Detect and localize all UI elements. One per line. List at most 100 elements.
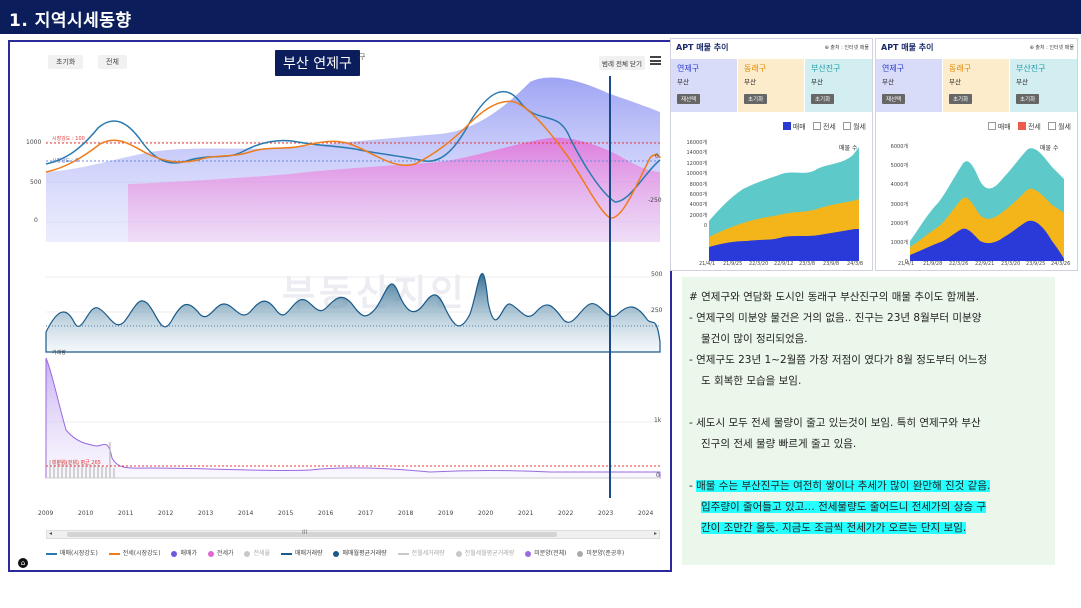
year-tick: 2017 — [358, 510, 374, 517]
legend-label: 전월세거래량 — [411, 550, 445, 557]
legend-item[interactable]: 전세(시장강도) — [108, 548, 161, 557]
note-line: - 연제구도 23년 1~2월쯤 가장 저점이 였다가 8월 정도부터 어느정 — [689, 354, 988, 366]
scroll-left-icon[interactable]: ◂ — [49, 530, 53, 537]
timeline-scrollbar[interactable]: ◂ III ▸ — [46, 529, 660, 539]
unsold-avg-label: 미분양(전체) 평균 265 — [52, 460, 101, 466]
scroll-right-icon[interactable]: ▸ — [653, 530, 657, 537]
legend-item[interactable]: 미분양(준공후) — [577, 548, 624, 557]
card-source: ⊕ 출처 : 인터넷 매물 — [1029, 45, 1074, 51]
checkbox-icon[interactable] — [1017, 122, 1026, 130]
x-tick: 22/9/12 — [774, 261, 794, 267]
section-title: 1. 지역시세동향 — [9, 11, 132, 31]
left-axis-tick: 500 — [30, 179, 42, 186]
reset-button[interactable]: 초기화 — [744, 94, 768, 104]
legend-monthly[interactable]: 월세 — [843, 122, 866, 131]
checkbox-icon[interactable] — [782, 122, 791, 130]
reselect-button[interactable]: 재선택 — [882, 94, 906, 104]
stacked-area-chart — [910, 148, 1064, 261]
legend-label: 매매 — [997, 123, 1011, 131]
checkbox-icon[interactable] — [1048, 122, 1057, 130]
legend-toggle-button[interactable]: 범례 전체 닫기 — [599, 56, 646, 70]
jeonse-market-strength-line — [45, 100, 661, 219]
legend-item[interactable]: 매매가 — [171, 548, 197, 557]
legend-sale[interactable]: 매매 — [782, 122, 806, 131]
legend-jeonse[interactable]: 전세 — [1017, 122, 1041, 131]
legend-monthly[interactable]: 월세 — [1048, 122, 1071, 131]
x-tick: 22/9/21 — [975, 261, 995, 267]
listing-type-legend: 매매 전세 월세 — [983, 122, 1071, 132]
x-tick: 23/3/8 — [799, 261, 816, 267]
home-icon[interactable]: ⌂ — [18, 558, 28, 568]
analysis-notes: # 연제구와 연담화 도시인 동래구 부산진구의 매물 추이도 함께봄. - 연… — [682, 277, 1055, 565]
y-tick: 5000개 — [890, 163, 908, 170]
note-line-highlight: - 매물 수는 부산진구는 여전히 쌓이나 추세가 많이 완만해 진것 같음. — [689, 476, 1051, 497]
yeonje-area — [910, 220, 1064, 261]
note-bullet: - — [689, 480, 697, 492]
year-tick: 2014 — [238, 510, 254, 517]
reset-button[interactable]: 초기화 — [949, 94, 973, 104]
legend-item[interactable]: 매매(시장강도) — [46, 548, 98, 557]
legend-item[interactable]: 매매월평균거래량 — [333, 548, 387, 557]
legend-sale[interactable]: 매매 — [987, 122, 1011, 131]
y-tick: 10000개 — [686, 171, 707, 178]
reset-button[interactable]: 초기화 — [1016, 94, 1040, 104]
region-city: 부산 — [677, 78, 689, 86]
region-cell-busanjin[interactable]: 부산진구 부산 초기화 — [805, 59, 872, 112]
region-cell-yeonje[interactable]: 연제구 부산 재선택 — [671, 59, 737, 112]
region-trend-chart: 초기화 전체 부산 연제구 구 범례 전체 닫기 부동산지인 — [8, 40, 672, 572]
region-name: 연제구 — [882, 64, 905, 73]
legend-item[interactable]: 매매거래량 — [280, 548, 323, 557]
scroll-thumb[interactable] — [67, 532, 557, 537]
legend-jeonse[interactable]: 전세 — [812, 122, 836, 131]
x-tick: 23/9/25 — [1026, 261, 1046, 267]
note-line-highlight: 간이 조만간 올듯. 지금도 조금씩 전세가가 오르는 단지 보임. — [689, 518, 1051, 539]
right-axis-tick: 1k — [654, 417, 662, 424]
legend-item[interactable]: 전세율 — [244, 548, 270, 557]
year-tick: 2022 — [558, 510, 574, 517]
x-tick: 23/3/20 — [1001, 261, 1021, 267]
y-tick: 2000개 — [890, 220, 908, 227]
series-note: 매물 수 — [1040, 145, 1059, 152]
left-axis-tick: 1000 — [26, 139, 42, 146]
highlighted-text: 입주량이 줄어들고 있고… 전세물량도 줄어드니 전세가의 상승 구 — [701, 501, 987, 513]
region-cell-yeonje[interactable]: 연제구 부산 재선택 — [876, 59, 942, 112]
reset-button[interactable]: 초기화 — [811, 94, 835, 104]
checkbox-icon[interactable] — [843, 122, 852, 130]
region-cell-dongnae[interactable]: 동래구 부산 초기화 — [738, 59, 804, 112]
legend-label: 전세가 — [216, 550, 234, 557]
listing-trend-card-1: APT 매물 추이 ⊕ 출처 : 인터넷 매물 연제구 부산 재선택 동래구 부… — [670, 38, 873, 271]
reset-button[interactable]: 초기화 — [48, 55, 84, 69]
note-line: - 연제구의 미분양 물건은 거의 없음.. 진구는 23년 8월부터 미분양 — [689, 312, 982, 324]
legend-item[interactable]: 전세가 — [207, 548, 234, 557]
y-tick: 3000개 — [890, 201, 908, 208]
legend-item[interactable]: 미분양(전체) — [525, 548, 567, 557]
legend-label: 매매거래량 — [294, 550, 323, 557]
checkbox-icon[interactable] — [812, 122, 821, 130]
reselect-button[interactable]: 재선택 — [677, 94, 701, 104]
legend-item[interactable]: 전월세월평균거래량 — [455, 548, 514, 557]
legend-label: 월세 — [853, 123, 866, 131]
stacked-area-chart — [709, 147, 859, 261]
note-spacer — [689, 392, 1051, 413]
legend-item[interactable]: 전월세거래량 — [397, 548, 445, 557]
region-cell-dongnae[interactable]: 동래구 부산 초기화 — [943, 59, 1009, 112]
region-city: 부산 — [744, 78, 756, 86]
card-title: APT 매물 추이 — [881, 43, 934, 52]
region-cell-busanjin[interactable]: 부산진구 부산 초기화 — [1010, 59, 1077, 112]
right-axis-tick: 0 — [656, 472, 660, 479]
y-tick: 6000개 — [689, 192, 707, 199]
legend-swatch — [207, 550, 214, 557]
legend-label: 전세(시장강도) — [122, 550, 161, 557]
legend-label: 매매(시장강도) — [60, 550, 98, 557]
all-button[interactable]: 전체 — [98, 55, 127, 69]
checkbox-icon[interactable] — [987, 122, 996, 130]
region-city: 부산 — [882, 78, 894, 86]
region-city: 부산 — [949, 78, 961, 86]
region-name: 동래구 — [949, 64, 972, 73]
menu-icon[interactable] — [650, 56, 661, 65]
legend-swatch — [244, 550, 251, 557]
right-axis-tick: -250 — [648, 197, 662, 204]
region-city: 부산 — [811, 78, 823, 86]
legend-swatch — [577, 550, 584, 557]
legend-label: 월세 — [1058, 123, 1071, 131]
